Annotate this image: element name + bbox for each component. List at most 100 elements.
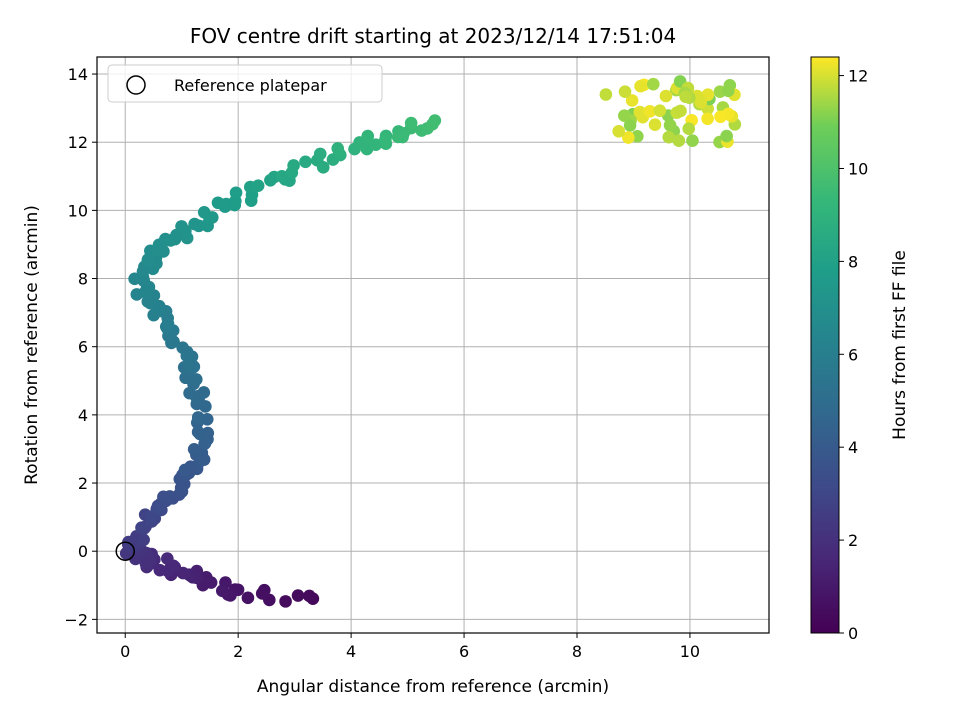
data-point: [198, 436, 212, 450]
colorbar-tick-label: 4: [848, 438, 858, 457]
data-point: [275, 169, 289, 183]
data-point: [672, 134, 686, 148]
data-point: [634, 79, 647, 93]
colorbar-tick-label: 12: [848, 67, 868, 86]
colorbar-tick-label: 2: [848, 531, 858, 550]
data-point: [648, 118, 662, 131]
data-point: [674, 104, 687, 118]
data-point: [128, 272, 141, 286]
y-axis-label: Rotation from reference (arcmin): [22, 205, 42, 485]
data-point: [721, 84, 735, 98]
data-point: [599, 88, 613, 101]
data-point: [179, 224, 192, 238]
data-point: [379, 133, 392, 147]
data-point: [255, 587, 269, 600]
data-point: [679, 90, 693, 104]
data-point: [191, 425, 205, 439]
data-point: [625, 94, 639, 107]
data-point: [161, 317, 175, 330]
y-tick-label: −2: [64, 610, 88, 629]
data-point: [331, 142, 345, 155]
colorbar: [810, 56, 840, 634]
data-point: [426, 117, 439, 131]
data-point: [720, 129, 733, 143]
y-tick-label: 4: [78, 406, 88, 425]
x-tick-label: 10: [680, 642, 700, 661]
y-tick-label: 12: [68, 133, 88, 152]
data-point: [316, 161, 330, 174]
data-point: [612, 124, 626, 138]
data-point: [662, 130, 676, 144]
reference-platepar-marker: [115, 541, 135, 561]
colorbar-tick-label: 10: [848, 159, 868, 178]
data-point: [404, 116, 418, 130]
colorbar-tick-label: 6: [848, 345, 858, 364]
y-tick-label: 8: [78, 270, 88, 289]
data-point: [721, 107, 735, 121]
data-point: [618, 109, 631, 123]
data-point: [623, 119, 637, 132]
data-point: [287, 159, 300, 172]
y-tick-label: 0: [78, 542, 88, 561]
data-point: [618, 85, 632, 98]
colorbar-tick-label: 8: [848, 252, 858, 271]
x-axis-ticks: 0 2 4 6 8 10: [120, 633, 700, 661]
data-point: [203, 211, 216, 224]
data-point: [178, 463, 192, 477]
data-point: [163, 490, 177, 503]
data-point: [153, 563, 167, 577]
x-tick-label: 4: [346, 642, 356, 661]
x-tick-label: 0: [120, 642, 130, 661]
y-tick-label: 6: [78, 338, 88, 357]
legend: Reference platepar: [107, 64, 383, 103]
data-point: [361, 129, 375, 143]
data-point: [653, 104, 667, 117]
y-tick-label: 2: [78, 474, 88, 493]
data-point: [622, 131, 635, 144]
data-point: [279, 595, 292, 608]
data-point: [215, 584, 229, 598]
data-point: [188, 217, 201, 231]
data-point: [299, 155, 312, 169]
data-point: [682, 122, 696, 136]
data-point: [141, 295, 155, 308]
data-point: [646, 77, 660, 91]
plot-frame: [96, 56, 770, 634]
chart-title: FOV centre drift starting at 2023/12/14 …: [190, 24, 676, 48]
legend-box: [107, 64, 383, 103]
data-point: [189, 373, 203, 386]
data-point: [701, 112, 714, 126]
x-axis-label: Angular distance from reference (arcmin): [257, 677, 609, 697]
data-point: [161, 552, 174, 565]
data-point: [686, 134, 699, 147]
data-point: [135, 521, 148, 534]
y-tick-label: 14: [68, 65, 88, 84]
data-point: [168, 232, 182, 246]
data-point: [369, 138, 383, 151]
data-point: [291, 589, 305, 602]
colorbar-ticks: 0 2 4 6 8 10 12: [839, 67, 868, 643]
x-tick-label: 6: [459, 642, 469, 661]
data-point: [229, 186, 243, 200]
data-point: [191, 411, 205, 424]
y-tick-label: 10: [68, 201, 88, 220]
data-point: [145, 510, 158, 523]
data-point: [303, 589, 316, 603]
colorbar-label: Hours from first FF file: [890, 250, 910, 440]
data-point: [663, 118, 677, 132]
data-point: [643, 105, 657, 118]
data-point: [180, 345, 194, 359]
colorbar-tick-label: 0: [848, 624, 858, 643]
data-point: [251, 179, 265, 193]
data-points: [115, 75, 742, 608]
legend-entry: Reference platepar: [174, 76, 327, 95]
data-point: [187, 442, 201, 456]
y-axis-ticks: −2 0 2 4 6 8 10 12 14: [64, 65, 97, 629]
data-point: [659, 89, 673, 103]
data-point: [241, 591, 255, 605]
data-point: [313, 147, 327, 161]
data-point: [137, 533, 150, 547]
legend-marker: [126, 75, 146, 95]
x-tick-label: 2: [233, 642, 243, 661]
